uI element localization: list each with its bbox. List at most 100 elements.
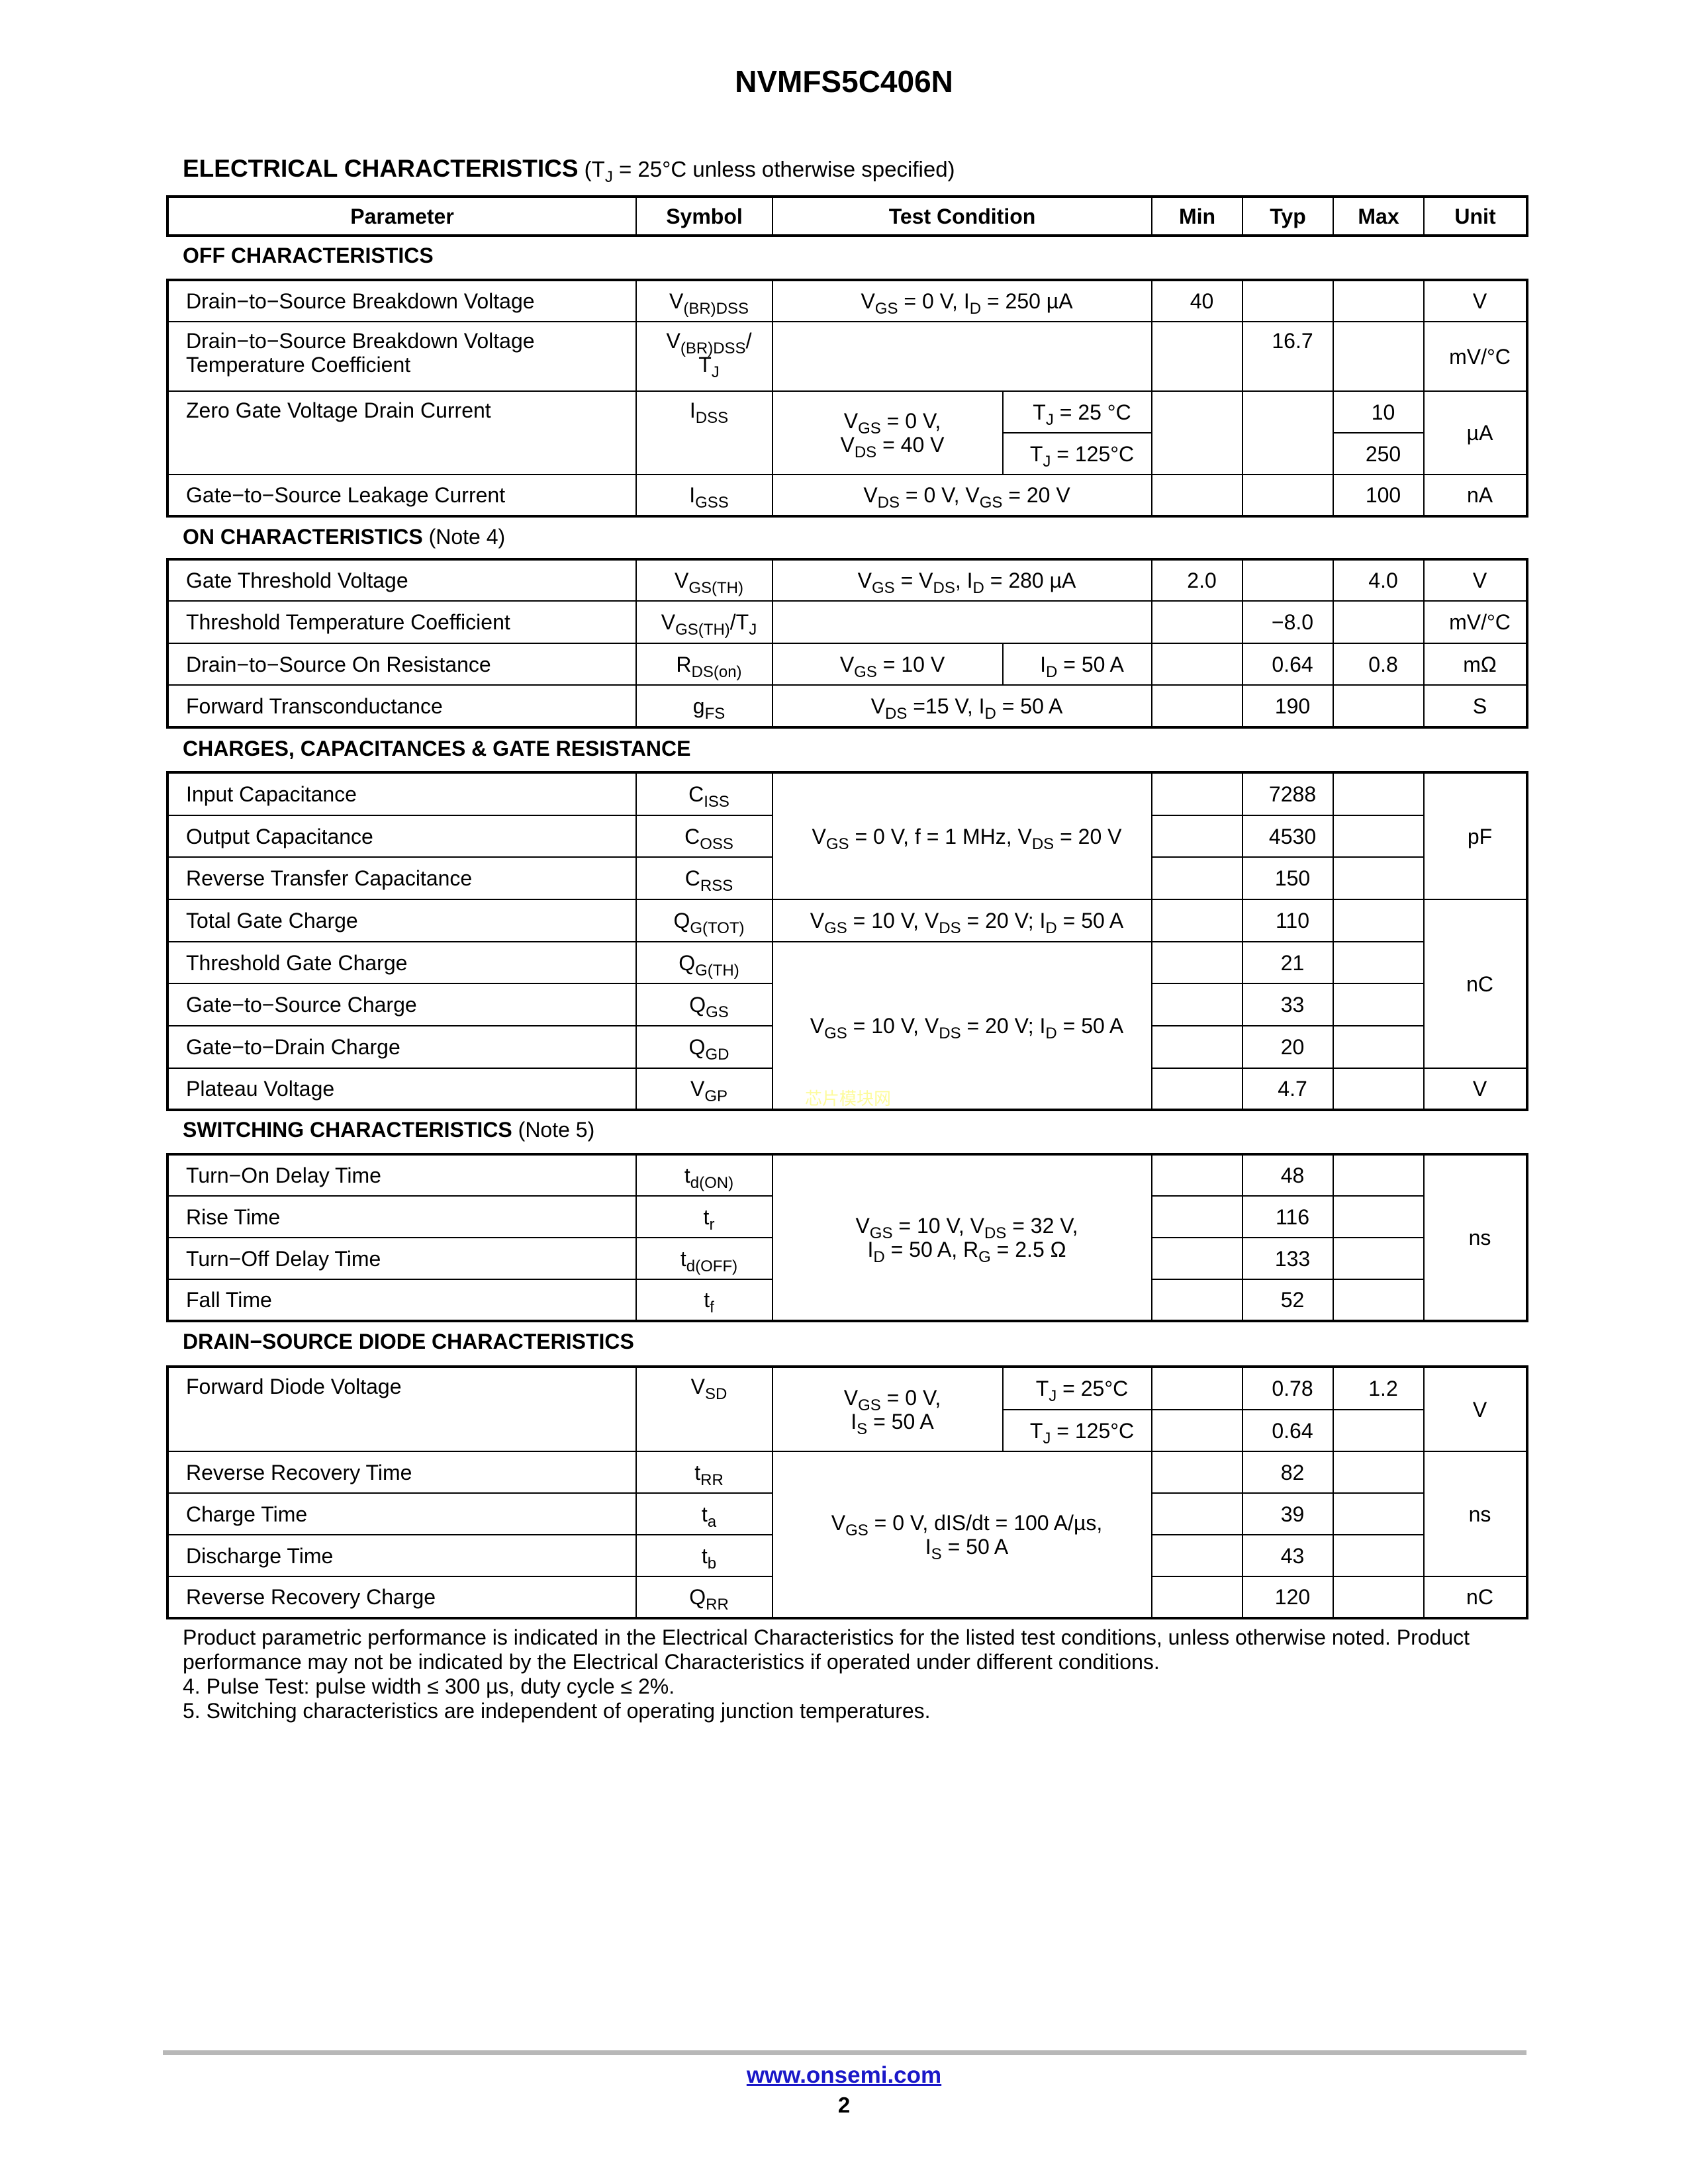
footer-link[interactable]: www.onsemi.com [746, 2062, 942, 2088]
table-row: Gate Threshold Voltage VGS(TH) VGS = VDS, … [167, 559, 1528, 602]
typ-cell: 16.7 [1242, 321, 1335, 392]
parameter-cell: Output Capacitance [167, 815, 637, 858]
section-switching: SWITCHING CHARACTERISTICS (Note 5) [183, 1118, 594, 1142]
typ-cell: 133 [1242, 1237, 1335, 1280]
condition-sub-cell: TJ = 125°C [1002, 1409, 1152, 1452]
ec-heading-text: ELECTRICAL CHARACTERISTICS [183, 155, 579, 182]
parameter-cell: Reverse Recovery Charge [167, 1576, 637, 1619]
symbol-cell: tRR [635, 1451, 773, 1494]
min-cell [1151, 1534, 1243, 1577]
typ-cell: 43 [1242, 1534, 1334, 1577]
charges-table: Input Capacitance CISS VGS = 0 V, f = 1 MH… [166, 771, 1529, 1111]
parameter-cell: Fall Time [167, 1279, 637, 1322]
symbol-cell: CRSS [635, 856, 773, 900]
col-typ: Typ [1242, 196, 1334, 236]
min-cell [1151, 1576, 1243, 1619]
col-unit: Unit [1423, 196, 1528, 236]
condition-cell: VGS = 0 V, IS = 50 A [772, 1366, 1004, 1452]
parameter-cell: Zero Gate Voltage Drain Current [167, 390, 637, 475]
table-row: Reverse Recovery Time tRR VGS = 0 V, dIS/d… [167, 1451, 1528, 1619]
switching-table: Turn−On Delay Time td(ON) VGS = 10 V, VDS … [166, 1153, 1529, 1322]
footnote: 4. Pulse Test: pulse width ≤ 300 µs, dut… [183, 1674, 675, 1698]
table-row: Reverse Recovery Charge QRR 120 nC [167, 1576, 1528, 1619]
page-number: 2 [837, 2093, 851, 2117]
col-test-condition: Test Condition [772, 196, 1152, 236]
max-cell [1333, 1409, 1425, 1452]
condition-cell: VDS = 0 V, VGS = 20 V [771, 474, 1153, 517]
min-cell [1151, 684, 1244, 728]
table-row: Turn−Off Delay Time td(OFF) 133 [167, 1237, 1527, 1280]
off-table: Drain−to−Source Breakdown Voltage V(BR)DS… [166, 279, 1529, 518]
typ-cell: 39 [1242, 1492, 1334, 1535]
parameter-cell: Drain−to−Source On Resistance [167, 643, 637, 686]
min-cell [1151, 1279, 1244, 1322]
condition-cell: VGS = 10 V, VDS = 32 V, ID = 50 A, RG = 2… [771, 1154, 1153, 1322]
parameter-cell: Gate−to−Drain Charge [167, 1025, 637, 1069]
symbol-cell: VGP [635, 1068, 773, 1111]
max-cell [1333, 1237, 1425, 1280]
footnotes: Product parametric performance is indica… [183, 1625, 1520, 1723]
section-diode: DRAIN−SOURCE DIODE CHARACTERISTICS [183, 1330, 634, 1354]
min-cell [1151, 899, 1244, 942]
max-cell [1333, 856, 1425, 900]
unit-cell: nC [1423, 899, 1528, 1069]
symbol-cell: V(BR)DSS [635, 279, 773, 322]
symbol-cell: tr [635, 1195, 773, 1238]
footer-divider [163, 2050, 1526, 2055]
condition-cell: VGS = 10 V [772, 643, 1004, 686]
condition-cell [771, 600, 1153, 644]
section-note: (Note 5) [518, 1118, 595, 1142]
condition-cell: VGS = 10 V, VDS = 20 V; ID = 50 A [771, 899, 1153, 942]
max-cell [1333, 1492, 1425, 1535]
parameter-cell: Drain−to−Source Breakdown Voltage [167, 279, 637, 322]
typ-cell: 120 [1242, 1576, 1334, 1619]
typ-cell: 82 [1242, 1451, 1334, 1494]
table-row: Forward Transconductance gFS VDS =15 V, ID… [167, 684, 1528, 728]
max-cell [1333, 1451, 1425, 1494]
section-charges: CHARGES, CAPACITANCES & GATE RESISTANCE [183, 737, 690, 761]
ec-condition: (TJ = 25°C unless otherwise specified) [584, 157, 955, 186]
footnote: Product parametric performance is indica… [183, 1625, 1470, 1674]
max-cell [1333, 772, 1425, 816]
parameter-cell: Forward Diode Voltage [167, 1366, 637, 1452]
unit-cell: nC [1423, 1576, 1528, 1619]
parameter-cell: Plateau Voltage [167, 1068, 637, 1111]
condition-sub-cell: TJ = 25 °C [1002, 390, 1153, 433]
typ-cell: 7288 [1242, 772, 1335, 816]
table-row: Turn−On Delay Time td(ON) VGS = 10 V, VDS … [167, 1154, 1528, 1322]
unit-cell: pF [1423, 772, 1528, 900]
typ-cell: 4.7 [1242, 1068, 1335, 1111]
min-cell [1151, 1154, 1244, 1197]
parameter-cell: Input Capacitance [167, 772, 637, 816]
footnote: 5. Switching characteristics are indepen… [183, 1699, 931, 1723]
parameter-cell: Gate−to−Source Leakage Current [167, 474, 637, 517]
parameter-cell: Charge Time [167, 1492, 637, 1535]
table-row: Gate−to−Source Charge QGS 33 [167, 983, 1527, 1026]
condition-cell: VGS = 0 V, f = 1 MHz, VDS = 20 V [771, 772, 1153, 900]
section-off: OFF CHARACTERISTICS [183, 244, 434, 268]
parameter-cell: Total Gate Charge [167, 899, 637, 942]
max-cell: 4.0 [1333, 559, 1425, 602]
typ-cell: 0.64 [1242, 1409, 1334, 1452]
max-cell [1333, 600, 1425, 644]
max-cell [1333, 1068, 1425, 1111]
condition-cell: VDS =15 V, ID = 50 A [771, 684, 1153, 728]
page-title: NVMFS5C406N [735, 64, 953, 99]
symbol-cell: QGD [635, 1025, 773, 1069]
table-row: Rise Time tr 116 [167, 1195, 1527, 1238]
symbol-cell: QG(TOT) [635, 899, 773, 942]
typ-cell: 190 [1242, 684, 1335, 728]
min-cell [1151, 1492, 1243, 1535]
max-cell: 100 [1333, 474, 1425, 517]
min-cell [1151, 474, 1244, 517]
table-row: Drain−to−Source On Resistance RDS(on) VGS … [167, 643, 1528, 686]
typ-cell: 21 [1242, 941, 1335, 984]
condition-cell: VGS = VDS, ID = 280 µA [771, 559, 1153, 602]
symbol-cell: td(OFF) [635, 1237, 773, 1280]
min-cell [1151, 1451, 1243, 1494]
table-row: TJ = 125°C 250 [167, 432, 1527, 475]
min-cell [1151, 941, 1244, 984]
symbol-cell: IDSS [635, 390, 773, 475]
typ-cell: 33 [1242, 983, 1335, 1026]
parameter-cell: Reverse Recovery Time [167, 1451, 637, 1494]
